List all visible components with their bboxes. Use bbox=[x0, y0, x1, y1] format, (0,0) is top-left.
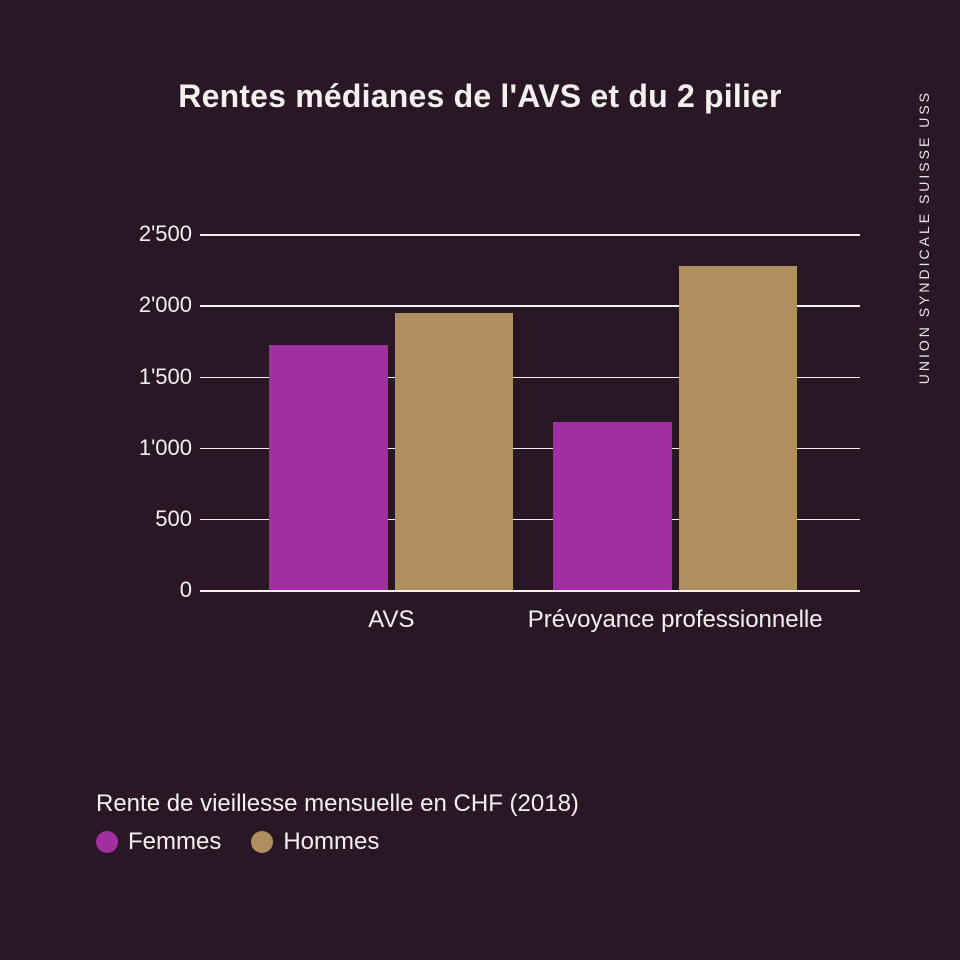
y-tick-label: 500 bbox=[112, 506, 192, 532]
y-tick-label: 1'000 bbox=[112, 435, 192, 461]
legend-swatch bbox=[251, 831, 273, 853]
bar-chart: 05001'0001'5002'0002'500AVSPrévoyance pr… bbox=[120, 220, 860, 640]
legend: Rente de vieillesse mensuelle en CHF (20… bbox=[96, 790, 579, 856]
y-tick-label: 2'000 bbox=[112, 292, 192, 318]
gridline bbox=[200, 590, 860, 592]
bar-femmes bbox=[269, 345, 388, 590]
legend-item: Femmes bbox=[96, 828, 221, 856]
legend-swatch bbox=[96, 831, 118, 853]
legend-label: Hommes bbox=[283, 828, 379, 856]
y-tick-label: 2'500 bbox=[112, 221, 192, 247]
plot-area: 05001'0001'5002'0002'500AVSPrévoyance pr… bbox=[200, 220, 860, 590]
x-category-label: AVS bbox=[368, 606, 414, 634]
source-watermark: UNION SYNDICALE SUISSE USS bbox=[916, 90, 932, 384]
bar-hommes bbox=[395, 313, 514, 591]
legend-subtitle: Rente de vieillesse mensuelle en CHF (20… bbox=[96, 790, 579, 818]
chart-title: Rentes médianes de l'AVS et du 2 pilier bbox=[0, 78, 960, 115]
legend-item: Hommes bbox=[251, 828, 379, 856]
gridline bbox=[200, 234, 860, 236]
legend-row: Femmes Hommes bbox=[96, 828, 579, 856]
legend-label: Femmes bbox=[128, 828, 221, 856]
bar-hommes bbox=[679, 266, 798, 590]
x-category-label: Prévoyance professionnelle bbox=[528, 606, 823, 634]
y-tick-label: 1'500 bbox=[112, 364, 192, 390]
bar-femmes bbox=[553, 422, 672, 590]
y-tick-label: 0 bbox=[112, 577, 192, 603]
